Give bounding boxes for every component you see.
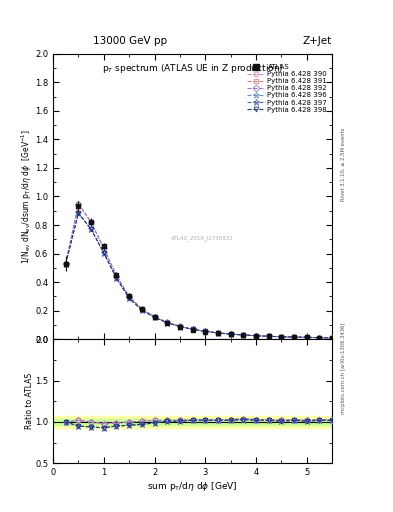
Text: ATLAS_2019_J1736531: ATLAS_2019_J1736531: [170, 236, 233, 241]
Text: Rivet 3.1.10, ≥ 2.5M events: Rivet 3.1.10, ≥ 2.5M events: [341, 127, 346, 201]
Bar: [53, 419, 332, 425]
Bar: [53, 416, 332, 428]
Text: p$_T$ spectrum (ATLAS UE in Z production): p$_T$ spectrum (ATLAS UE in Z production…: [102, 62, 283, 75]
Y-axis label: 1/N$_\mathsf{ev}$ dN$_\mathsf{ev}$/dsum p$_\mathsf{T}$/d$\eta$ d$\phi$  [GeV$^{-: 1/N$_\mathsf{ev}$ dN$_\mathsf{ev}$/dsum …: [19, 129, 33, 264]
Y-axis label: Ratio to ATLAS: Ratio to ATLAS: [25, 373, 34, 430]
Legend: ATLAS, Pythia 6.428 390, Pythia 6.428 391, Pythia 6.428 392, Pythia 6.428 396, P: ATLAS, Pythia 6.428 390, Pythia 6.428 39…: [246, 63, 329, 114]
Text: mcplots.cern.ch [arXiv:1306.3436]: mcplots.cern.ch [arXiv:1306.3436]: [341, 323, 346, 414]
Text: 13000 GeV pp: 13000 GeV pp: [93, 36, 167, 46]
X-axis label: sum p$_\mathsf{T}$/d$\eta$ d$\phi$ [GeV]: sum p$_\mathsf{T}$/d$\eta$ d$\phi$ [GeV]: [147, 480, 238, 493]
Text: Z+Jet: Z+Jet: [303, 36, 332, 46]
